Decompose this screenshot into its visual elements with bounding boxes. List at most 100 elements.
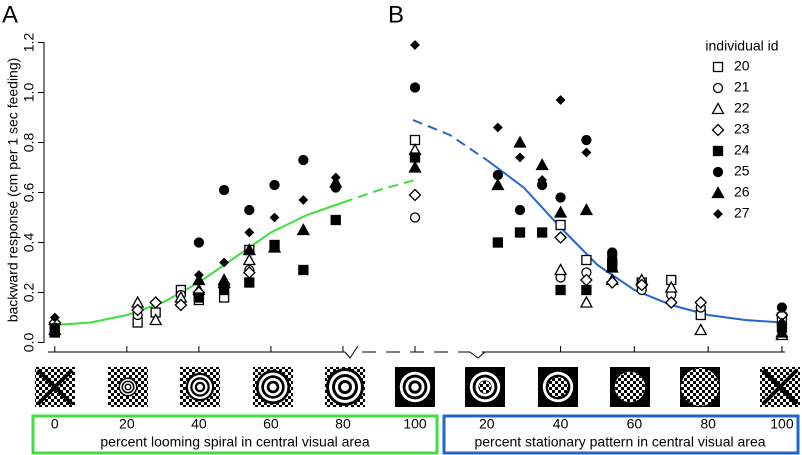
legend-marker: [712, 82, 724, 94]
data-point: [409, 152, 421, 163]
legend-marker: [711, 186, 725, 199]
data-point: [536, 227, 548, 238]
data-point: [581, 254, 592, 266]
y-tick-label: 0.0: [21, 333, 37, 353]
x-tick-label: 60: [627, 416, 643, 432]
data-point: [410, 40, 420, 50]
data-point: [491, 178, 505, 191]
data-point: [174, 298, 188, 312]
data-point: [664, 280, 678, 293]
data-point: [269, 212, 280, 223]
data-point: [267, 240, 282, 253]
data-point: [514, 204, 526, 216]
data-point: [193, 292, 205, 303]
data-point: [149, 296, 163, 309]
data-point: [553, 205, 568, 218]
y-tick-label: 0.6: [21, 183, 37, 203]
fit-curve: [486, 159, 782, 324]
data-point: [409, 212, 421, 223]
data-point: [48, 323, 62, 336]
data-point: [581, 284, 592, 296]
x-tick-label: 100: [770, 416, 794, 432]
x-tick-label: 80: [700, 416, 716, 432]
legend-marker: [712, 166, 724, 178]
x-tick-label: 100: [403, 416, 427, 432]
data-point: [409, 82, 421, 93]
x-axis-label: percent stationary pattern in central vi…: [474, 434, 765, 450]
data-point: [537, 175, 548, 185]
data-point: [193, 270, 204, 280]
data-point: [605, 276, 619, 289]
data-point: [330, 172, 341, 183]
x-tick-label: 20: [119, 416, 135, 432]
data-point: [664, 296, 678, 309]
stimulus-images: [35, 367, 800, 407]
legend-marker: [713, 209, 723, 219]
legend-label: 21: [734, 79, 750, 95]
x-axis-label: percent looming spiral in central visual…: [100, 434, 369, 450]
data-point: [555, 95, 566, 105]
x-tick-label: 0: [51, 416, 59, 432]
data-point: [296, 223, 310, 236]
y-axis-label: backward response (cm per 1 sec feeding): [5, 58, 21, 323]
data-point: [635, 278, 649, 292]
data-point: [515, 152, 525, 163]
y-tick-label: 0.8: [21, 133, 37, 153]
x-tick-label: 60: [263, 416, 279, 432]
data-point: [777, 317, 787, 328]
x-tick-label: 40: [191, 416, 207, 432]
data-point: [694, 323, 708, 336]
data-point: [298, 264, 309, 276]
x-label-frame: [442, 414, 800, 455]
panel-label: B: [388, 1, 404, 28]
axis-break: [344, 345, 359, 359]
data-point: [776, 302, 788, 313]
data-point: [492, 169, 504, 181]
data-point: [330, 214, 341, 226]
data-point: [219, 257, 230, 268]
data-point: [514, 227, 526, 238]
x-label-frame: [31, 414, 439, 455]
data-point: [513, 135, 527, 148]
fit-curve: [412, 119, 488, 161]
legend-marker: [712, 61, 724, 73]
data-point: [298, 154, 309, 166]
legend-label: 27: [734, 205, 750, 221]
x-tick-label: 40: [553, 416, 569, 432]
panel-label: A: [2, 1, 18, 28]
data-point: [535, 158, 549, 171]
data-point: [218, 184, 230, 196]
legend-label: 22: [734, 100, 750, 116]
data-point: [579, 295, 593, 308]
data-point: [408, 188, 422, 202]
y-tick-label: 0.2: [21, 283, 37, 303]
x-tick-label: 80: [335, 416, 351, 432]
legend-label: 24: [734, 142, 750, 158]
legend-title: individual id: [705, 38, 778, 54]
data-point: [244, 227, 255, 238]
data-point: [554, 231, 567, 244]
y-tick-label: 1.2: [21, 33, 37, 53]
data-point: [131, 303, 145, 317]
y-tick-label: 1.0: [21, 83, 37, 103]
data-point: [492, 122, 503, 133]
data-point: [492, 237, 504, 248]
data-point: [242, 253, 256, 266]
legend-label: 26: [734, 184, 750, 200]
data-point: [408, 160, 422, 173]
data-point: [244, 277, 255, 288]
data-point: [581, 134, 592, 146]
data-point: [242, 243, 256, 256]
legend-marker: [711, 123, 725, 137]
fit-curve: [342, 179, 416, 204]
legend-marker: [712, 145, 724, 157]
legend-label: 25: [734, 163, 750, 179]
data-point: [555, 284, 566, 296]
data-point: [775, 325, 789, 338]
x-tick-label: 20: [479, 416, 495, 432]
data-point: [607, 252, 618, 263]
data-point: [193, 237, 205, 248]
axis-break: [469, 351, 486, 359]
data-point: [409, 134, 421, 146]
